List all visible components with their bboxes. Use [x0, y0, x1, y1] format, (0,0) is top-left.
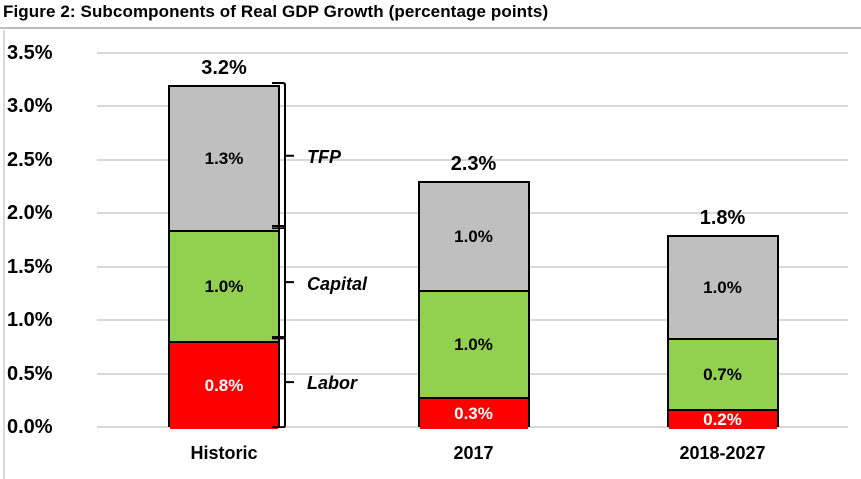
segment-value-label: 1.0% — [703, 278, 742, 298]
segment-tfp-Historic: 1.3% — [170, 87, 278, 231]
bar-total-label: 1.8% — [699, 207, 746, 229]
series-annotation-capital: Capital — [307, 273, 368, 294]
series-annotation-tfp: TFP — [307, 146, 341, 167]
gridline-3.5% — [97, 52, 848, 54]
y-axis-tick-label: 1.5% — [7, 255, 53, 278]
x-axis-label-2018-2027: 2018-2027 — [679, 443, 766, 463]
x-axis-label-Historic: Historic — [190, 443, 258, 463]
x-axis-label-2017: 2017 — [453, 443, 494, 463]
segment-labor-2017: 0.3% — [419, 396, 528, 429]
segment-value-label: 1.3% — [204, 149, 244, 169]
segment-value-label: 0.7% — [703, 364, 742, 384]
brace-icon — [272, 225, 294, 340]
stacked-bar-2017: 1.0% 1.0% 0.3% — [417, 181, 530, 429]
segment-labor-2018-2027: 0.2% — [668, 408, 777, 430]
y-axis-tick-label: 3.0% — [7, 95, 53, 118]
segment-value-label: 1.0% — [204, 277, 244, 297]
segment-tfp-2017: 1.0% — [419, 183, 528, 290]
stacked-bar-Historic: 1.3% 1.0% 0.8% — [168, 85, 280, 429]
segment-value-label: 0.8% — [204, 376, 244, 396]
brace-tfp — [272, 82, 296, 230]
segment-labor-Historic: 0.8% — [170, 340, 278, 429]
y-axis-tick-label: 2.0% — [7, 202, 53, 225]
title-underline — [0, 27, 861, 29]
y-axis-tick-label: 3.5% — [7, 42, 53, 64]
chart-title: Figure 2: Subcomponents of Real GDP Grow… — [3, 2, 549, 21]
segment-tfp-2018-2027: 1.0% — [668, 237, 777, 339]
y-axis-tick-label: 1.0% — [7, 309, 53, 332]
segment-capital-2018-2027: 0.7% — [668, 338, 777, 409]
bar-total-label: 2.3% — [450, 153, 497, 175]
brace-capital — [272, 225, 296, 340]
segment-capital-Historic: 1.0% — [170, 230, 278, 341]
brace-icon — [272, 335, 294, 428]
segment-value-label: 0.2% — [703, 410, 742, 430]
chart-left-border — [3, 30, 5, 479]
brace-icon — [272, 82, 294, 230]
y-axis-tick-label: 0.0% — [7, 416, 53, 438]
segment-capital-2017: 1.0% — [419, 289, 528, 397]
series-annotation-labor: Labor — [307, 372, 358, 393]
segment-value-label: 1.0% — [454, 334, 493, 354]
brace-labor — [272, 335, 296, 428]
y-axis-tick-label: 0.5% — [7, 362, 53, 385]
segment-value-label: 1.0% — [454, 226, 493, 246]
bar-total-label: 3.2% — [201, 57, 247, 79]
gridline-2.5% — [97, 158, 848, 161]
y-axis-tick-label: 2.5% — [7, 148, 53, 171]
segment-value-label: 0.3% — [454, 404, 493, 424]
stacked-bar-2018-2027: 1.0% 0.7% 0.2% — [666, 235, 779, 430]
gridline-3.0% — [97, 105, 848, 108]
